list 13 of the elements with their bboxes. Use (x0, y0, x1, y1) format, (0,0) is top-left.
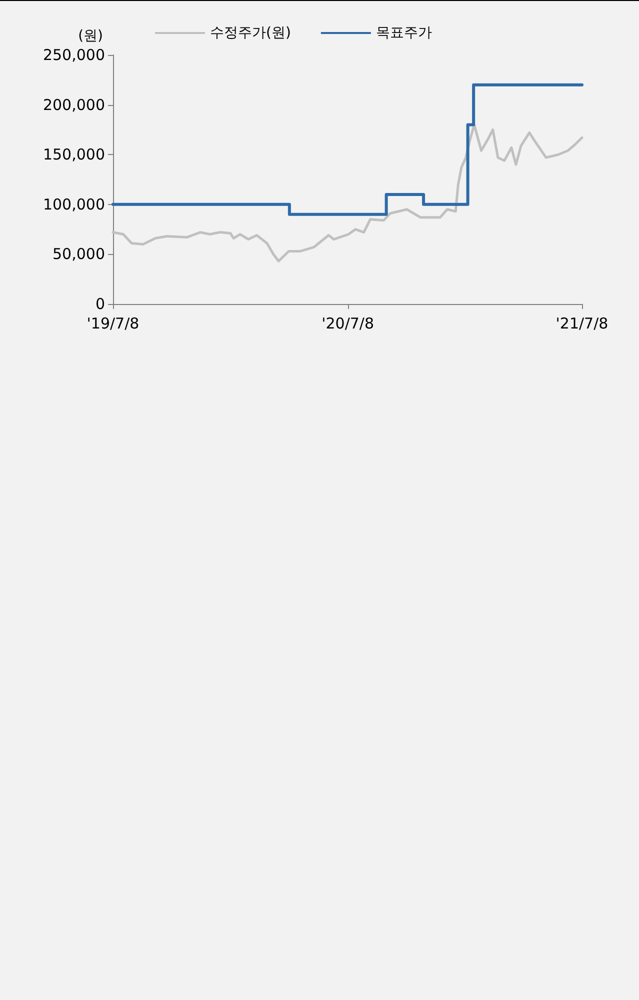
y-axis-title: (원) (78, 28, 103, 44)
x-tick-label: '20/7/8 (322, 314, 374, 332)
y-tick-label: 250,000 (42, 46, 105, 64)
y-tick-label: 200,000 (42, 96, 105, 114)
line-series (112, 123, 584, 262)
legend-label: 목표주가 (376, 25, 432, 41)
y-tick-label: 100,000 (42, 195, 105, 214)
x-tick-label: '19/7/8 (86, 314, 140, 332)
x-tick-label: '21/7/8 (556, 314, 608, 332)
y-tick-label: 0 (95, 295, 105, 313)
legend-label: 수정주가(원) (210, 25, 291, 41)
y-tick-label: 150,000 (42, 146, 105, 164)
y-tick-label: 50,000 (52, 245, 105, 264)
